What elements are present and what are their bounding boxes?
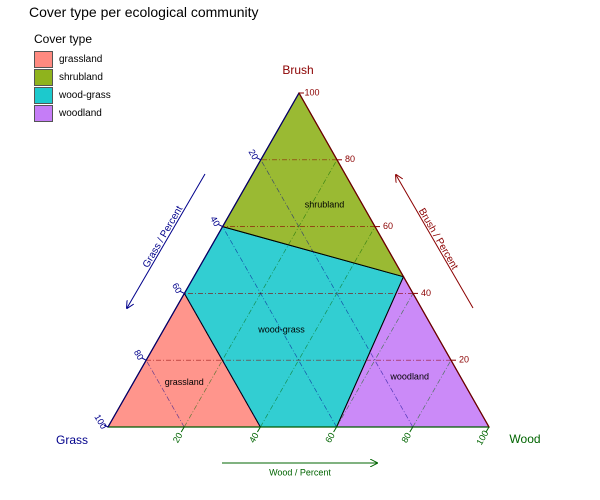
tick-grass	[256, 157, 262, 161]
axis-arrow-label-grass: Grass / Percent	[141, 204, 185, 270]
tick-label-brush: 100	[304, 87, 319, 97]
tick-label-wood: 60	[323, 431, 337, 445]
tick-grass	[218, 224, 223, 228]
grid-line-grass	[222, 226, 337, 428]
legend-item-grassland: grassland	[34, 50, 111, 68]
region-label-woodland: woodland	[389, 371, 429, 381]
region-label-shrubland: shrubland	[305, 199, 345, 209]
tick-label-grass: 100	[92, 413, 108, 431]
tick-label-brush: 60	[383, 221, 393, 231]
tick-label-wood: 40	[247, 431, 261, 445]
axis-arrow-brush	[396, 175, 474, 309]
vertex-label-wood: Wood	[509, 432, 540, 446]
grid-line-grass	[145, 360, 185, 428]
tick-wood	[409, 426, 414, 433]
tick-wood	[333, 426, 338, 433]
legend-label-wood-grass: wood-grass	[59, 89, 111, 101]
tick-grass	[103, 424, 109, 428]
axis-arrow-label-wood: Wood / Percent	[269, 467, 331, 477]
vertex-label-brush: Brush	[282, 63, 313, 77]
tick-grass	[180, 290, 185, 294]
axis-line-brush	[298, 92, 490, 428]
tick-label-grass: 80	[132, 348, 146, 362]
chart-title: Cover type per ecological community	[29, 4, 259, 20]
tick-grass	[141, 357, 147, 361]
legend-swatch-grassland	[34, 50, 53, 68]
tick-label-wood: 100	[474, 429, 490, 447]
grid-line-wood	[412, 360, 452, 428]
tick-label-brush: 80	[345, 154, 355, 164]
axis-arrow-grass	[127, 173, 206, 308]
grid-line-wood	[260, 226, 376, 428]
legend-swatch-woodland	[34, 104, 53, 122]
vertex-label-grass: Grass	[56, 433, 88, 447]
tick-wood	[256, 426, 261, 433]
legend-label-shrubland: shrubland	[59, 71, 103, 83]
legend-title: Cover type	[34, 32, 93, 46]
tick-wood	[485, 426, 490, 433]
legend-label-grassland: grassland	[59, 53, 103, 65]
tick-label-brush: 40	[421, 288, 431, 298]
tick-wood	[180, 426, 185, 433]
axis-arrow-label-brush: Brush / Percent	[416, 206, 460, 271]
tick-label-grass: 40	[208, 214, 222, 228]
legend-swatch-shrubland	[34, 68, 53, 86]
tick-label-grass: 60	[170, 281, 184, 295]
axis-line-grass	[107, 92, 300, 428]
legend-item-woodland: woodland	[34, 104, 111, 122]
grid-group	[145, 159, 452, 428]
region-label-grassland: grassland	[165, 377, 204, 387]
legend-swatch-wood-grass	[34, 86, 53, 104]
legend-item-shrubland: shrubland	[34, 68, 111, 86]
legend-label-woodland: woodland	[59, 107, 102, 119]
tick-label-wood: 80	[399, 431, 413, 445]
legend: Cover type grassland shrubland wood-gras…	[34, 32, 111, 122]
tick-label-wood: 20	[171, 431, 185, 445]
tick-label-grass: 20	[247, 148, 261, 162]
tick-label-brush: 20	[459, 355, 469, 365]
region-label-wood-grass: wood-grass	[257, 325, 305, 335]
legend-item-wood-grass: wood-grass	[34, 86, 111, 104]
